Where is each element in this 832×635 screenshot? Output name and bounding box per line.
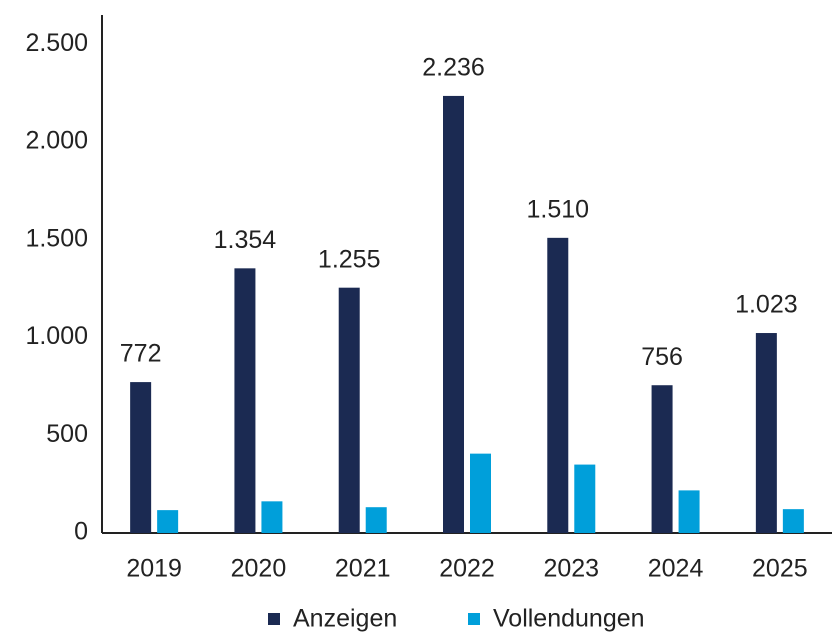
x-tick-label: 2023	[543, 555, 599, 583]
data-label: 772	[120, 340, 162, 368]
bar	[678, 490, 700, 533]
y-tick-label: 2.500	[25, 29, 88, 57]
bar	[261, 501, 283, 533]
bar	[651, 385, 673, 533]
data-label: 2.236	[422, 54, 485, 82]
legend-label: Vollendungen	[493, 605, 645, 633]
y-tick-label: 2.000	[25, 127, 88, 155]
bar	[130, 382, 152, 533]
x-tick-label: 2025	[752, 555, 808, 583]
x-tick-label: 2022	[439, 555, 495, 583]
bar	[470, 453, 491, 533]
bar	[234, 268, 256, 533]
x-tick-label: 2020	[231, 555, 287, 583]
bar	[755, 333, 777, 533]
data-label: 1.354	[214, 226, 277, 254]
data-label: 1.255	[318, 245, 381, 273]
x-tick-label: 2021	[335, 555, 391, 583]
bar	[338, 287, 360, 533]
y-tick-label: 1.000	[25, 322, 88, 350]
legend-label: Anzeigen	[293, 605, 397, 633]
bar	[443, 95, 464, 533]
bar	[782, 509, 804, 533]
y-tick-label: 1.500	[25, 224, 88, 252]
bar	[157, 510, 179, 533]
bar	[547, 237, 569, 533]
bar	[574, 464, 596, 533]
y-tick-label: 500	[46, 420, 88, 448]
legend-swatch	[268, 613, 280, 625]
y-tick-label: 0	[74, 518, 88, 546]
bar	[365, 507, 387, 533]
data-label: 756	[641, 343, 683, 371]
data-label: 1.510	[527, 195, 590, 223]
x-tick-label: 2019	[126, 555, 182, 583]
legend-swatch	[468, 613, 480, 625]
x-tick-label: 2024	[648, 555, 704, 583]
data-label: 1.023	[735, 291, 798, 319]
